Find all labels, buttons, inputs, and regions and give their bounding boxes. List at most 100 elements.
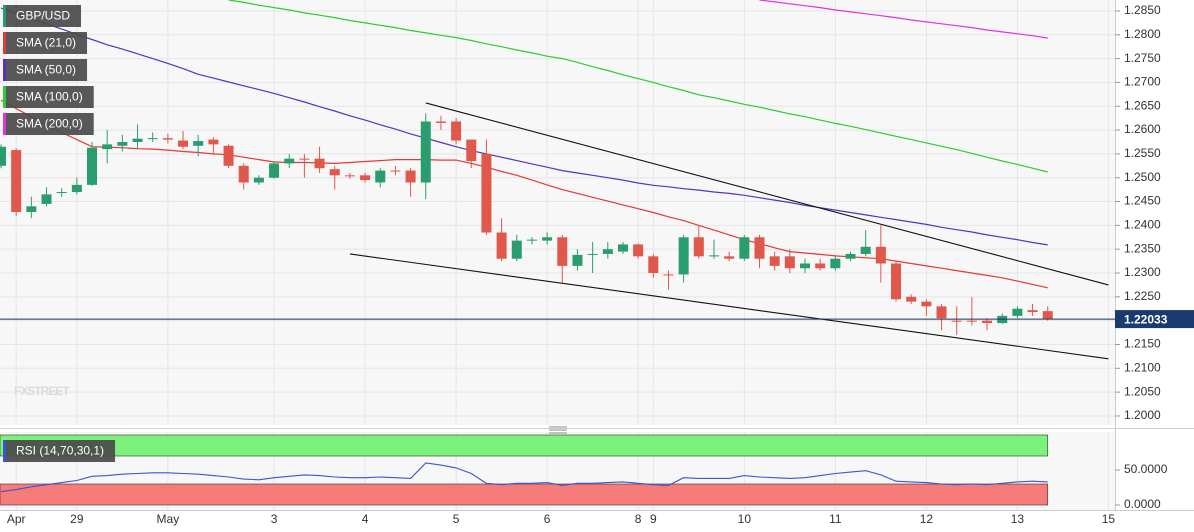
sma-line (0, 99, 1048, 289)
x-tick-label: 3 (271, 512, 278, 526)
candle-body (891, 263, 902, 300)
y-tick-label: 1.2800 (1124, 27, 1161, 41)
x-tick-label: May (157, 512, 180, 526)
candle-body (451, 121, 462, 141)
resize-handle[interactable] (549, 426, 567, 434)
candle-body (830, 258, 841, 269)
legend-swatch (3, 113, 6, 135)
candle-body (921, 301, 932, 307)
y-tick-label: 1.2550 (1124, 146, 1161, 160)
y-tick-label: 1.2450 (1124, 194, 1161, 208)
candle-body (633, 244, 644, 257)
candle-body (390, 170, 401, 172)
last-price-label: 1.22033 (1124, 312, 1168, 326)
candle-body (299, 158, 310, 160)
candle-body (178, 140, 189, 147)
candle-body (648, 256, 659, 274)
last-price-box (1115, 310, 1194, 329)
sma-line (228, 0, 1048, 173)
candle-body (466, 139, 477, 162)
y-tick-label: 1.2600 (1124, 122, 1161, 136)
y-tick-label: 1.2700 (1124, 75, 1161, 89)
candle-body (87, 147, 98, 185)
candle-body (754, 237, 765, 259)
candle-body (784, 256, 795, 269)
candle-body (1027, 310, 1038, 313)
legend-label: RSI (14,70,30,1) (16, 444, 104, 458)
candle-body (405, 170, 416, 183)
candle-body (238, 165, 249, 183)
candle-body (193, 141, 204, 146)
legend-box (3, 5, 82, 27)
legend-box (3, 113, 94, 135)
x-tick-label: 8 (635, 512, 642, 526)
candle-body (344, 175, 355, 177)
candle-body (906, 296, 917, 302)
candle-body (542, 237, 553, 241)
trendline (425, 102, 1109, 286)
candle-body (982, 320, 993, 324)
candle-body (1012, 308, 1023, 316)
rsi-y-tick-label: 0.0000 (1124, 497, 1161, 511)
y-tick-label: 1.2750 (1124, 51, 1161, 65)
x-tick-label: Apr (7, 512, 26, 526)
y-tick-label: 1.2850 (1124, 3, 1161, 17)
candle-body (420, 121, 431, 183)
y-tick-label: 1.2050 (1124, 384, 1161, 398)
candle-body (117, 141, 128, 146)
price-panel (0, 0, 1115, 425)
candle-body (1042, 311, 1053, 320)
oversold-zone (0, 483, 1049, 506)
candle-body (147, 138, 158, 140)
candle-body (572, 254, 583, 266)
candle-body (936, 306, 947, 319)
candle-body (223, 145, 234, 166)
rsi-y-tick-label: 50.0000 (1124, 462, 1168, 476)
candle-body (587, 253, 598, 255)
y-tick-label: 1.2000 (1124, 408, 1161, 422)
candle-body (284, 158, 295, 164)
candle-body (329, 169, 340, 176)
candle-body (557, 237, 568, 266)
candle-body (526, 239, 537, 241)
candle-body (41, 194, 52, 204)
candle-body (253, 177, 264, 183)
rsi-line (0, 462, 1048, 493)
candle-body (360, 175, 371, 181)
x-tick-label: 13 (1011, 512, 1025, 526)
legend-swatch (3, 32, 6, 54)
legend-swatch (3, 59, 6, 81)
x-tick-label: 4 (362, 512, 369, 526)
legend-swatch (3, 440, 6, 462)
sma-line (0, 7, 1048, 246)
candle-body (481, 153, 492, 233)
candle-body (208, 139, 219, 145)
candle-body (132, 138, 143, 142)
candle-body (800, 263, 811, 269)
x-tick-label: 29 (70, 512, 84, 526)
legend-label: GBP/USD (16, 9, 70, 23)
candle-body (269, 163, 280, 178)
candle-body (845, 253, 856, 259)
y-tick-label: 1.2100 (1124, 360, 1161, 374)
sma-line (759, 0, 1048, 39)
legend-box (3, 86, 94, 108)
candle-body (815, 263, 826, 269)
legend-label: SMA (100,0) (16, 90, 83, 104)
legend-box (3, 440, 116, 462)
y-tick-label: 1.2250 (1124, 289, 1161, 303)
x-tick-label: 12 (920, 512, 934, 526)
legend-label: SMA (21,0) (16, 36, 76, 50)
candle-body (724, 256, 735, 259)
candle-body (678, 237, 689, 275)
legend-label: SMA (50,0) (16, 63, 76, 77)
x-tick-label: 9 (650, 512, 657, 526)
candle-body (769, 256, 780, 266)
candle-body (602, 249, 613, 254)
candle-body (102, 144, 113, 150)
legend-swatch (3, 5, 6, 27)
y-tick-label: 1.2400 (1124, 218, 1161, 232)
candle-body (875, 246, 886, 264)
legend-swatch (3, 86, 6, 108)
